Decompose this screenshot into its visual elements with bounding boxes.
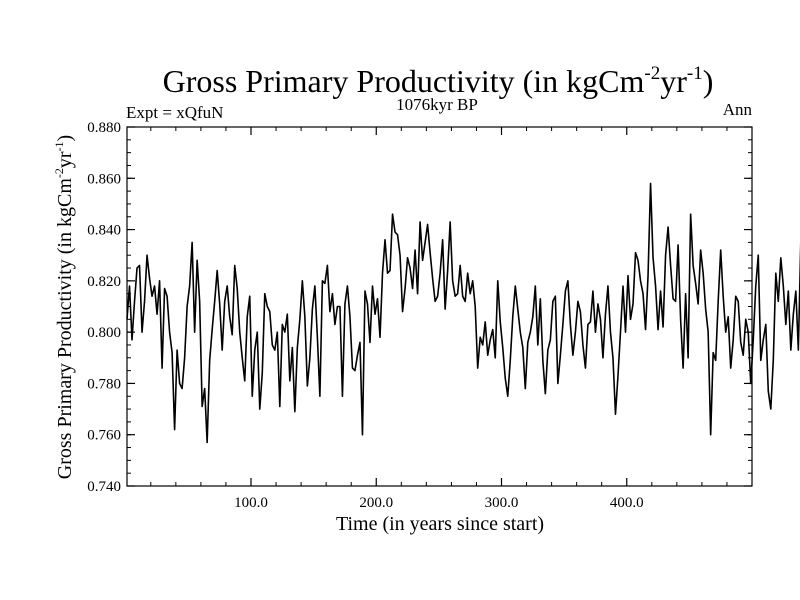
- subtitle-left: Expt = xQfuN: [126, 103, 223, 122]
- y-axis-label: Gross Primary Productivity (in kgCm-2yr-…: [52, 135, 76, 479]
- y-tick-label: 0.840: [87, 223, 121, 239]
- y-tick-label: 0.880: [87, 120, 121, 136]
- y-axis-label-main: Gross Primary Productivity (in kgCm: [54, 178, 76, 480]
- chart-title-mid: yr: [660, 63, 687, 99]
- chart-title-sup2: -1: [687, 63, 703, 84]
- y-tick-label: 0.740: [87, 479, 121, 495]
- x-tick-label: 300.0: [485, 495, 519, 511]
- y-tick-label: 0.800: [87, 325, 121, 341]
- y-axis-label-sup2: -1: [52, 141, 66, 151]
- y-axis-label-end: ): [54, 135, 76, 142]
- chart-title-end: ): [703, 63, 714, 99]
- y-tick-label: 0.760: [87, 428, 121, 444]
- y-axis-label-sup1: -2: [52, 168, 66, 178]
- axis-tick-labels: 0.740 0.760 0.780 0.800 0.820 0.840 0.860 0.880…: [87, 120, 643, 511]
- chart-title: Gross Primary Productivity (in kgCm-2yr-…: [163, 63, 714, 99]
- y-tick-label: 0.820: [87, 274, 121, 290]
- x-tick-label: 100.0: [234, 495, 268, 511]
- x-axis-label: Time (in years since start): [336, 513, 544, 535]
- x-tick-label: 400.0: [610, 495, 644, 511]
- y-axis-label-mid: yr: [54, 151, 76, 168]
- subtitle-right: Ann: [723, 100, 753, 119]
- subtitle-center: 1076kyr BP: [396, 95, 478, 114]
- plot-frame: [126, 126, 753, 487]
- x-tick-label: 200.0: [359, 495, 393, 511]
- y-tick-label: 0.860: [87, 171, 121, 187]
- axis-ticks: [127, 126, 752, 487]
- gpp-series-line: [126, 182, 800, 444]
- chart-title-main: Gross Primary Productivity (in kgCm: [163, 63, 645, 99]
- chart-title-sup1: -2: [644, 63, 660, 84]
- y-tick-label: 0.780: [87, 376, 121, 392]
